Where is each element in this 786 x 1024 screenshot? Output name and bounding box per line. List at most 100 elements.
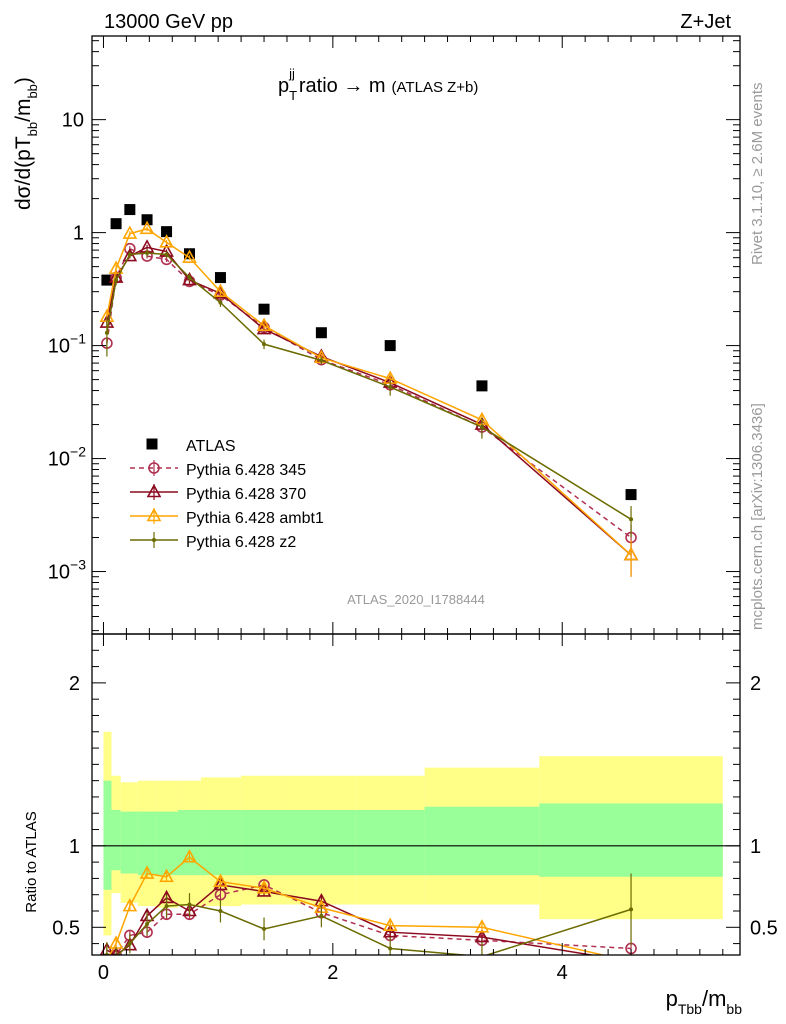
- ratio-point: [629, 907, 634, 912]
- ratio-band-inner: [155, 811, 179, 876]
- header-right: Z+Jet: [680, 11, 731, 33]
- ratio-band-inner: [103, 780, 112, 890]
- main-series-line: [106, 246, 632, 556]
- main-series-line: [106, 252, 632, 520]
- main-point: [319, 358, 324, 363]
- ratio-band-inner: [241, 809, 287, 876]
- legend-marker: [146, 483, 162, 498]
- x-axis-label: pTbb/mbb: [666, 986, 743, 1017]
- ratio-band-inner: [539, 803, 723, 877]
- ratio-frame: [91, 633, 741, 956]
- main-point: [213, 283, 228, 297]
- ratio-y-tick-label-right: 1: [750, 836, 761, 858]
- ratio-point: [187, 902, 192, 907]
- main-point: [623, 546, 639, 561]
- ratio-y-tick-label-left: 2: [69, 673, 80, 695]
- ratio-y-tick-label-left: 1: [69, 836, 80, 858]
- mcplots-label: mcplots.cern.ch [arXiv:1306.3436]: [749, 403, 766, 630]
- main-point: [110, 218, 122, 230]
- y-tick-label: 1: [73, 223, 84, 245]
- ratio-point: [213, 876, 228, 891]
- ratio-point: [182, 849, 197, 863]
- ratio-band-inner: [120, 811, 138, 874]
- ratio-point: [474, 928, 490, 943]
- ratio-y-tick-label-right: 2: [750, 673, 761, 695]
- legend-marker: [146, 507, 162, 522]
- ratio-series-line: [108, 856, 606, 955]
- main-point: [262, 342, 267, 347]
- main-point: [145, 251, 150, 256]
- main-point: [187, 275, 192, 280]
- legend-label: Pythia 6.428 345: [186, 462, 306, 479]
- ratio-point: [256, 883, 272, 897]
- main-panel: 10−3 10−2 10−1 1 10: [48, 35, 741, 635]
- ratio-point: [382, 924, 398, 938]
- legend-label: Pythia 6.428 370: [186, 486, 306, 503]
- main-title-suffix: (ATLAS Z+b): [392, 79, 479, 96]
- ratio-band-inner: [286, 809, 356, 876]
- main-point: [159, 234, 174, 248]
- ratio-point: [256, 880, 272, 894]
- legend-label: ATLAS: [186, 438, 236, 455]
- ratio-point: [145, 922, 150, 927]
- ratio-point: [218, 909, 223, 914]
- x-tick-label: 0: [98, 962, 109, 984]
- legend-marker: [152, 538, 156, 542]
- analysis-watermark: ATLAS_2020_I1788444: [347, 592, 485, 607]
- ratio-point: [262, 926, 267, 931]
- main-point: [139, 220, 155, 235]
- ratio-plot-area: [92, 731, 740, 955]
- ratio-series-line: [106, 884, 596, 955]
- ratio-point: [319, 913, 324, 918]
- main-y-axis-label: dσ/d(pTbb/mbb): [12, 77, 40, 210]
- ratio-point: [127, 941, 132, 946]
- legend-label: Pythia 6.428 z2: [186, 534, 296, 551]
- ratio-point: [139, 865, 155, 879]
- svg-text:pTjjratio → m(ATLAS Z+b): pTjjratio → m (ATLAS Z+b): [278, 66, 478, 103]
- ratio-point: [122, 897, 138, 912]
- main-title: pTjjratio → m (ATLAS Z+b): [278, 66, 478, 103]
- main-point: [108, 260, 124, 274]
- main-point: [476, 380, 488, 392]
- ratio-band-inner: [111, 809, 121, 871]
- ratio-band-inner: [178, 809, 201, 876]
- y-tick-label: 10−3: [48, 557, 86, 584]
- ratio-point: [388, 946, 393, 951]
- main-series-line: [106, 228, 632, 556]
- main-point: [124, 204, 136, 216]
- legend-marker: [146, 438, 158, 450]
- ratio-band-inner: [355, 809, 425, 876]
- main-point: [388, 385, 393, 390]
- main-point: [218, 300, 223, 305]
- main-point: [182, 249, 197, 263]
- main-point: [625, 489, 637, 501]
- ratio-point: [164, 904, 169, 909]
- ratio-y-axis-label: Ratio to ATLAS: [23, 811, 40, 912]
- main-point: [479, 425, 484, 430]
- y-tick-label: 10−1: [48, 331, 86, 358]
- ratio-point: [159, 868, 174, 883]
- main-point: [315, 327, 327, 339]
- main-point: [127, 252, 132, 257]
- ratio-y-tick-label-right: 0.5: [750, 917, 778, 939]
- main-point: [114, 278, 119, 283]
- main-point: [104, 330, 109, 335]
- main-point: [384, 340, 396, 352]
- ratio-point: [630, 953, 632, 955]
- y-tick-label: 10: [62, 110, 84, 132]
- main-point: [258, 303, 270, 315]
- main-point: [183, 248, 195, 260]
- main-point: [164, 252, 169, 257]
- main-title-rest: ratio → m: [299, 75, 386, 97]
- ratio-panel: 0 2 4 0.5 0.5 1 1 2 2: [52, 36, 778, 984]
- ratio-point: [630, 953, 632, 955]
- x-tick-label: 4: [557, 962, 568, 984]
- rivet-version-label: Rivet 3.1.10, ≥ 2.6M events: [749, 83, 766, 266]
- x-tick-label: 2: [327, 962, 338, 984]
- ratio-band-inner: [137, 811, 156, 876]
- main-point: [141, 214, 153, 226]
- ratio-band-inner: [200, 809, 242, 876]
- main-point: [629, 517, 634, 522]
- legend-marker: [148, 462, 160, 474]
- ratio-point: [382, 917, 398, 931]
